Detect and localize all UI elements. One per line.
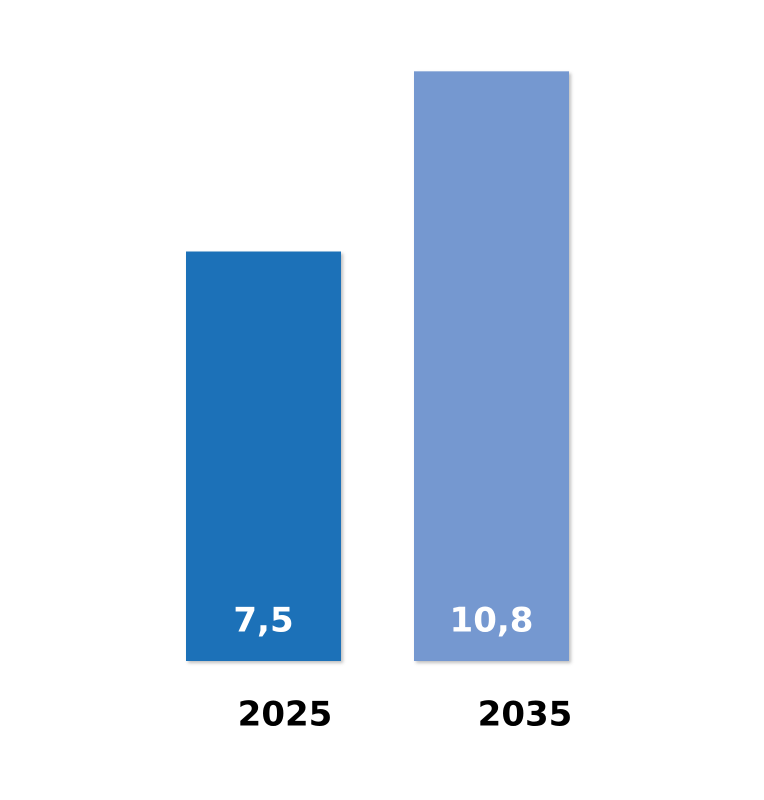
value-label: 7,5 xyxy=(233,601,293,641)
category-label: 2035 xyxy=(478,695,573,735)
value-label: 10,8 xyxy=(450,601,534,641)
category-label: 2025 xyxy=(238,695,333,735)
bar xyxy=(186,251,341,661)
bar xyxy=(414,71,569,661)
